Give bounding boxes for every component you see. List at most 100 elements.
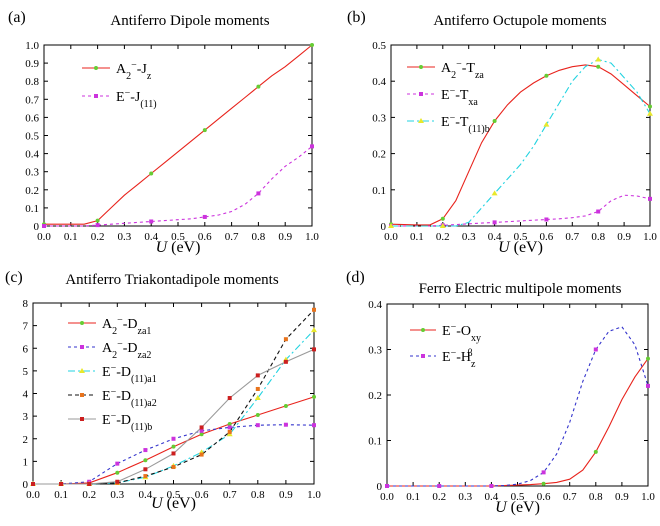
- data-point: [115, 470, 120, 475]
- x-tick-label: 0.6: [540, 231, 554, 243]
- data-point: [385, 484, 389, 488]
- legend: E−-Oxy E−-Hzβ: [410, 322, 481, 370]
- data-point: [311, 327, 317, 333]
- data-point: [492, 220, 497, 225]
- y-tick-label: 0.1: [372, 185, 386, 197]
- data-point: [199, 452, 204, 457]
- y-tick-label: 0.9: [25, 58, 39, 70]
- x-tick-label: 0.0: [37, 231, 51, 243]
- legend-entry: E−-T(11)b: [441, 113, 490, 135]
- legend-marker: [94, 94, 98, 98]
- x-tick-label: 0.7: [565, 231, 579, 243]
- data-point: [149, 219, 154, 224]
- series-2: [385, 326, 650, 488]
- x-tick-label: 0.6: [537, 491, 551, 503]
- y-tick-label: 0: [381, 221, 387, 233]
- legend-marker: [79, 368, 85, 373]
- y-tick-label: 4: [23, 389, 29, 401]
- legend: A2−-Tza E−-Txa E−-T(11)b: [407, 59, 490, 135]
- x-tick-label: 0.3: [458, 491, 472, 503]
- data-point: [593, 449, 598, 454]
- x-tick-label: 0.7: [563, 491, 577, 503]
- series-4: [31, 307, 316, 486]
- series-1: [389, 64, 652, 227]
- data-point: [255, 412, 260, 417]
- chart-panel-1: (a) Antiferro Dipole moments 0.0 0.1 0.2 0.3 0…: [8, 9, 319, 256]
- x-axis-label: U (eV): [495, 499, 540, 516]
- x-tick-label: 0.8: [589, 491, 603, 503]
- x-tick-label: 0.3: [462, 231, 476, 243]
- y-tick-label: 0.3: [25, 167, 39, 179]
- y-tick-label: 7: [23, 321, 29, 333]
- data-point: [492, 119, 497, 124]
- series-2: [42, 144, 314, 228]
- chart-panel-2: (b) Antiferro Octupole moments 0.0 0.1 0.2 0.…: [347, 9, 657, 256]
- y-tick-label: 0.4: [25, 149, 39, 161]
- data-point: [143, 458, 148, 463]
- data-point: [171, 436, 176, 441]
- legend-marker: [80, 417, 84, 421]
- y-tick-label: 8: [23, 298, 29, 310]
- x-tick-label: 0.3: [110, 489, 124, 501]
- data-point: [648, 104, 652, 109]
- y-tick-label: 0.5: [372, 40, 386, 52]
- panel-letter: (c): [5, 269, 23, 286]
- legend: A2−-Dza1A2−-Dza2E−-D(11)a1E−-D(11)a2E−-D…: [68, 315, 157, 433]
- data-point: [227, 425, 232, 430]
- legend-marker: [80, 345, 84, 349]
- x-tick-label: 0.1: [54, 489, 68, 501]
- series-line: [44, 145, 313, 227]
- data-point: [283, 359, 288, 364]
- chart-panel-4: (d) Ferro Electric multipole moments 0.0 0.…: [346, 269, 655, 516]
- plot-frame: [386, 303, 649, 487]
- x-tick-label: 0.4: [139, 489, 153, 501]
- data-point: [256, 191, 261, 196]
- data-point: [544, 73, 549, 78]
- x-tick-label: 0.2: [82, 489, 96, 501]
- data-point: [543, 121, 550, 127]
- y-tick-label: 1.0: [25, 40, 39, 52]
- data-point: [312, 394, 316, 399]
- data-point: [310, 43, 314, 47]
- data-point: [199, 425, 204, 430]
- data-point: [149, 171, 154, 176]
- y-tick-label: 0: [34, 221, 40, 233]
- y-tick-label: 0.1: [368, 436, 382, 448]
- y-tick-label: 0.2: [372, 149, 386, 161]
- x-tick-label: 0.1: [406, 491, 420, 503]
- x-tick-label: 0.4: [488, 231, 502, 243]
- series-line: [387, 358, 649, 487]
- data-point: [541, 481, 546, 486]
- legend-marker: [419, 65, 423, 69]
- x-tick-label: 0.2: [436, 231, 450, 243]
- legend-marker: [94, 66, 98, 70]
- x-tick-label: 0.9: [279, 489, 293, 501]
- data-point: [227, 422, 232, 427]
- y-tick-label: 3: [23, 411, 29, 423]
- x-tick-label: 0.1: [64, 231, 78, 243]
- data-point: [171, 451, 176, 456]
- data-point: [143, 474, 148, 479]
- data-point: [42, 224, 46, 228]
- data-point: [647, 110, 653, 116]
- legend-entry: E−-D(11)a2: [102, 387, 157, 409]
- data-point: [648, 196, 652, 201]
- x-tick-label: 0.3: [118, 231, 132, 243]
- data-point: [95, 218, 100, 223]
- legend-marker: [421, 328, 425, 332]
- data-point: [439, 223, 446, 228]
- panel-letter: (d): [346, 269, 365, 286]
- y-tick-label: 0.7: [25, 94, 39, 106]
- data-point: [255, 423, 260, 428]
- data-point: [143, 467, 148, 472]
- series-1: [385, 356, 650, 488]
- x-tick-label: 0.0: [384, 231, 398, 243]
- x-tick-label: 0.5: [514, 231, 528, 243]
- x-tick-label: 0.5: [167, 489, 181, 501]
- y-tick-label: 0.4: [368, 299, 382, 311]
- data-point: [199, 432, 204, 437]
- x-tick-label: 0.7: [223, 489, 237, 501]
- data-point: [202, 128, 207, 133]
- y-tick-label: 0.5: [25, 131, 39, 143]
